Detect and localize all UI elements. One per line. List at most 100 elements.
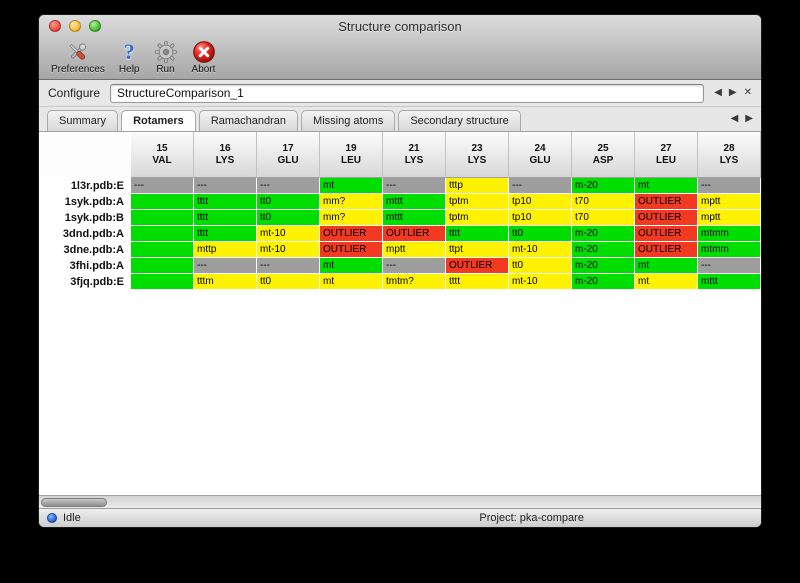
rotamer-cell[interactable]: t70 [572,194,635,210]
rotamer-cell[interactable]: tt0 [509,258,572,274]
rotamer-cell[interactable]: m-20 [572,242,635,258]
rotamer-cell[interactable]: --- [194,178,257,194]
rotamer-cell[interactable]: mt [635,178,698,194]
horizontal-scrollbar-thumb[interactable] [41,498,107,507]
rotamer-cell[interactable] [131,194,194,210]
horizontal-scrollbar[interactable] [39,495,761,508]
rotamer-cell[interactable]: tt0 [257,194,320,210]
rotamer-cell[interactable]: mt [320,274,383,290]
configure-name-input[interactable] [110,83,705,103]
rotamer-cell[interactable]: mt-10 [257,242,320,258]
rotamer-cell[interactable]: OUTLIER [383,226,446,242]
rotamer-cell[interactable]: --- [698,178,761,194]
rotamer-cell[interactable]: mptt [383,242,446,258]
rotamer-cell[interactable]: m-20 [572,274,635,290]
run-button[interactable]: Run [150,39,182,75]
rotamer-cell[interactable]: tp10 [509,194,572,210]
rotamer-cell[interactable]: --- [383,258,446,274]
rotamer-cell[interactable]: mptt [698,210,761,226]
frame-close-icon[interactable]: ✕ [743,87,752,98]
rotamer-cell[interactable]: tptm [446,210,509,226]
rotamer-cell[interactable]: tttt [446,226,509,242]
rotamer-cell[interactable] [131,242,194,258]
preferences-button[interactable]: Preferences [47,39,109,75]
tabs-scroll-right-icon[interactable]: ▶ [745,113,753,124]
rotamer-cell[interactable]: mt [320,258,383,274]
rotamer-cell[interactable]: tttt [194,194,257,210]
frame-back-icon[interactable]: ◀ [714,87,722,98]
rotamer-cell[interactable]: --- [509,178,572,194]
tab-summary[interactable]: Summary [47,110,119,131]
rotamer-cell[interactable]: OUTLIER [635,242,698,258]
help-button[interactable]: ? Help [115,39,144,75]
tab-ramachandran[interactable]: Ramachandran [198,110,299,131]
rotamer-cell[interactable]: --- [194,258,257,274]
tab-secondary-structure[interactable]: Secondary structure [398,110,521,131]
rotamer-cell[interactable] [131,258,194,274]
column-header-25: 25 ASP [572,132,635,178]
rotamer-cell[interactable]: OUTLIER [635,210,698,226]
rotamer-cell[interactable]: m-20 [572,258,635,274]
rotamer-cell[interactable]: mm? [320,210,383,226]
rotamer-cell[interactable]: tttt [194,226,257,242]
rotamer-cell[interactable]: mtmm [698,226,761,242]
rotamer-cell[interactable]: --- [131,178,194,194]
rotamer-cell[interactable]: mtmm [698,242,761,258]
close-button[interactable] [49,20,61,32]
rotamer-cell[interactable]: tt0 [257,210,320,226]
rotamer-cell[interactable]: tmtm? [383,274,446,290]
rotamer-cell[interactable]: mt-10 [257,226,320,242]
rotamer-cell[interactable]: tttp [446,178,509,194]
structure-row-label[interactable]: 1l3r.pdb:E [39,178,131,194]
rotamer-cell[interactable]: m-20 [572,226,635,242]
rotamer-cell[interactable]: --- [698,258,761,274]
rotamer-cell[interactable]: tt0 [509,226,572,242]
rotamer-cell[interactable]: mt [320,178,383,194]
titlebar[interactable]: Structure comparison [39,15,761,37]
rotamer-cell[interactable]: m-20 [572,178,635,194]
rotamer-cell[interactable]: --- [257,178,320,194]
rotamer-cell[interactable]: OUTLIER [635,226,698,242]
rotamer-cell[interactable]: tp10 [509,210,572,226]
structure-row-label[interactable]: 3dne.pdb:A [39,242,131,258]
rotamer-cell[interactable]: mt [635,274,698,290]
rotamer-cell[interactable]: mttt [698,274,761,290]
rotamer-cell[interactable]: --- [257,258,320,274]
rotamer-cell[interactable]: mt [635,258,698,274]
minimize-button[interactable] [69,20,81,32]
rotamer-cell[interactable]: tttt [194,210,257,226]
structure-row-label[interactable]: 1syk.pdb:B [39,210,131,226]
zoom-button[interactable] [89,20,101,32]
rotamer-cell[interactable]: mptt [698,194,761,210]
tab-missing-atoms[interactable]: Missing atoms [301,110,396,131]
rotamer-cell[interactable]: tttm [194,274,257,290]
frame-forward-icon[interactable]: ▶ [728,87,737,98]
rotamer-cell[interactable]: OUTLIER [635,194,698,210]
rotamer-cell[interactable]: mttt [383,210,446,226]
tab-rotamers[interactable]: Rotamers [121,110,196,131]
structure-row-label[interactable]: 1syk.pdb:A [39,194,131,210]
rotamer-cell[interactable]: ttpt [446,242,509,258]
rotamer-cell[interactable] [131,226,194,242]
rotamer-cell[interactable]: OUTLIER [446,258,509,274]
rotamer-cell[interactable]: OUTLIER [320,242,383,258]
rotamer-cell[interactable]: OUTLIER [320,226,383,242]
tabs-scroll-left-icon[interactable]: ◀ [730,113,739,124]
rotamer-cell[interactable]: mt-10 [509,242,572,258]
rotamer-cell[interactable]: mttp [194,242,257,258]
rotamer-cell[interactable] [131,210,194,226]
rotamer-cell[interactable]: t70 [572,210,635,226]
rotamer-cell[interactable]: mttt [383,194,446,210]
rotamer-cell[interactable]: mm? [320,194,383,210]
abort-button[interactable]: Abort [188,39,220,75]
rotamer-cell[interactable]: tptm [446,194,509,210]
structure-row-label[interactable]: 3fjq.pdb:E [39,274,131,290]
rotamer-cell[interactable]: --- [383,178,446,194]
rotamer-cell[interactable]: mt-10 [509,274,572,290]
structure-row-label[interactable]: 3dnd.pdb:A [39,226,131,242]
rotamer-cell[interactable]: tt0 [257,274,320,290]
structure-row-label[interactable]: 3fhi.pdb:A [39,258,131,274]
table-row: 3dne.pdb:A mttp mt-10 OUTLIER mptt ttpt mt-10 m… [39,242,761,258]
rotamer-cell[interactable]: tttt [446,274,509,290]
rotamer-cell[interactable] [131,274,194,290]
